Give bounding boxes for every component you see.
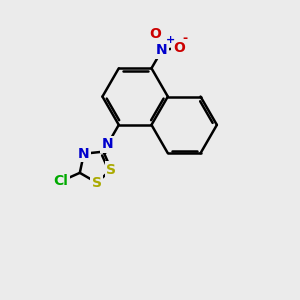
Text: -: -: [182, 32, 188, 45]
Text: N: N: [102, 137, 113, 151]
Text: N: N: [78, 147, 90, 161]
Text: N: N: [156, 43, 168, 57]
Text: O: O: [173, 41, 185, 55]
Text: Cl: Cl: [53, 174, 68, 188]
Text: S: S: [106, 163, 116, 176]
Text: O: O: [150, 27, 162, 41]
Text: S: S: [92, 176, 102, 190]
Text: +: +: [166, 35, 175, 45]
